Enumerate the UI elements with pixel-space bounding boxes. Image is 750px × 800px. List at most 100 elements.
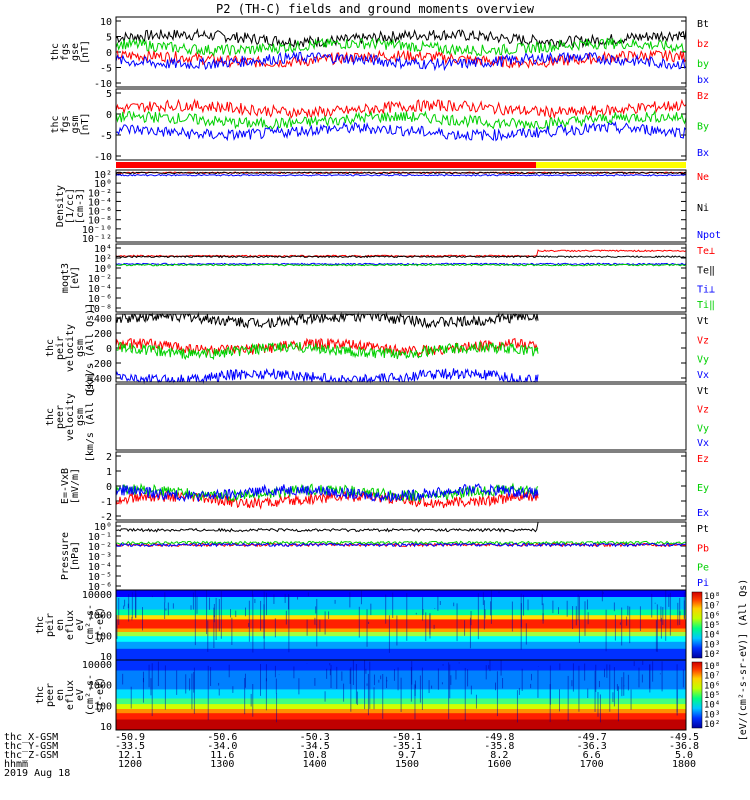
xaxis-value: -33.5 <box>115 741 145 752</box>
y-tick-label: 10² <box>94 254 112 265</box>
panel-ylabel: thc <box>35 686 46 704</box>
y-tick-label: 10⁻² <box>88 188 112 199</box>
panel-fgs: thc fgs gse [nT] 10 5 0 -5 -10 Bt bz by bx <box>50 16 709 90</box>
colorbar-strip <box>691 591 703 659</box>
spectrogram-band <box>116 713 686 720</box>
y-tick-label: 10⁻⁴ <box>88 197 112 208</box>
panel-ylabel: Pressure <box>60 532 71 580</box>
panel-ylabel: gsm <box>75 339 86 357</box>
xaxis-value: -49.8 <box>484 732 514 743</box>
series-line-By <box>115 109 687 131</box>
panel-ylabel: eflux <box>65 610 76 640</box>
spectrogram-band <box>116 609 686 616</box>
y-tick-label: -400 <box>88 374 112 385</box>
y-tick-label: 10⁰ <box>94 179 112 190</box>
panel-ylabel: velocity <box>65 324 76 372</box>
legend-entry: Te⊥ <box>697 246 715 257</box>
y-tick-label: 10⁻¹² <box>82 234 112 245</box>
colorbar-tick: 10⁴ <box>704 701 720 711</box>
legend-entry: Vt <box>697 316 709 327</box>
panel-ylabel: thc <box>45 408 56 426</box>
panel-ylabel: eflux <box>65 680 76 710</box>
colorbar-tick: 10⁴ <box>704 631 720 641</box>
y-tick-label: 0 <box>106 344 112 355</box>
panel-ylabel: velocity <box>65 393 76 441</box>
panel-ylabel: [km/s (All Qs)] <box>85 303 96 393</box>
series-line-Pi <box>115 542 687 548</box>
xaxis-value: 11.6 <box>210 750 234 761</box>
colorbar-tick: 10³ <box>704 710 720 720</box>
legend-entry: Vx <box>697 370 709 381</box>
legend-entry: Ni <box>697 203 709 214</box>
plot-title: P2 (TH-C) fields and ground moments over… <box>216 2 535 16</box>
legend-entry: Te‖ <box>697 265 715 276</box>
panel-ylabel: sr-eV) <box>95 607 106 643</box>
colorbar-tick: 10³ <box>704 640 720 650</box>
y-tick-label: 10⁴ <box>94 244 112 255</box>
colorbar-tick: 10⁵ <box>704 691 720 701</box>
y-tick-label: 1 <box>106 467 112 478</box>
y-tick-label: 10⁻⁸ <box>88 304 112 315</box>
y-tick-label: 10⁻² <box>88 542 112 553</box>
y-tick-label: 5 <box>106 33 112 44</box>
panel-frame <box>115 88 687 161</box>
xaxis-value: 1400 <box>303 759 327 770</box>
panel-ylabel: [km/s (All Qs)] <box>85 372 96 462</box>
spectrogram-band <box>116 648 686 661</box>
y-tick-label: 10⁻⁸ <box>88 216 112 227</box>
spectrogram-band <box>116 719 686 731</box>
panel-ylabel: [nT] <box>80 40 91 64</box>
colorbar-tick: 10⁶ <box>704 681 720 691</box>
series-line-Ti‖ <box>115 263 687 267</box>
y-tick-label: 400 <box>94 314 112 325</box>
panel-ylabel: eV <box>75 619 86 631</box>
legend-entry: Vz <box>697 335 709 346</box>
y-tick-label: -10 <box>94 152 112 163</box>
series-line-Vy <box>115 341 539 361</box>
series-line-Ey <box>115 482 539 503</box>
xaxis-value: -35.1 <box>392 741 422 752</box>
y-tick-label: 100 <box>94 701 112 712</box>
series-line-Te‖ <box>115 255 687 259</box>
legend-entry: By <box>697 122 709 133</box>
y-tick-label: -10 <box>94 79 112 90</box>
y-tick-label: 10 <box>100 652 112 663</box>
y-tick-label: 10⁻¹ <box>88 532 112 543</box>
panel-frame <box>115 383 687 451</box>
panel-ylabel: [eV] <box>70 266 81 290</box>
panel-ylabel: en <box>55 619 66 631</box>
panel-peir_vel: thc peir velocity gsm [km/s (All Qs)]400 200 0… <box>45 303 709 393</box>
y-tick-label: 0 <box>106 48 112 59</box>
spectrogram-band <box>116 615 686 620</box>
panel-ylabel: en <box>55 689 66 701</box>
legend-entry: Pi <box>697 578 709 589</box>
colorbar-tick: 10⁸ <box>704 662 720 672</box>
panel-ylabel: peer <box>45 683 56 707</box>
panel-ylabel: thc <box>50 115 61 133</box>
y-tick-label: 1000 <box>88 611 112 622</box>
legend-entry: Ne <box>697 172 709 183</box>
spectrogram-band <box>116 597 686 611</box>
panel-ylabel: moqt3 <box>60 263 71 293</box>
y-tick-label: 10⁻² <box>88 274 112 285</box>
colorbar: 10⁸10⁷10⁶10⁵10⁴10³10²10⁸10⁷10⁶10⁵10⁴10³1… <box>691 579 749 741</box>
panel-ylabel: thc <box>35 616 46 634</box>
colorbar-tick: 10⁸ <box>704 592 720 602</box>
panel-fgs_gsm: thc fgs gsm [nT] 5 0 -5 -10 Bz By Bx <box>50 88 709 163</box>
spectrogram-band <box>116 628 686 633</box>
xaxis-value: -50.6 <box>207 732 237 743</box>
y-tick-label: 2 <box>106 452 112 463</box>
legend-entry: Bt <box>697 19 709 30</box>
panel-peer_vel: thc peer velocity gsm [km/s (All Qs)] Vt Vz Vy V… <box>45 372 709 462</box>
xaxis-value: -36.8 <box>669 741 699 752</box>
panel-frame <box>115 313 687 383</box>
panel-frame <box>115 521 687 591</box>
series-line-Vx <box>115 368 539 384</box>
xaxis-value: 12.1 <box>118 750 142 761</box>
legend-entry: Pt <box>697 524 709 535</box>
spectrogram-band <box>116 590 686 598</box>
panel-ylabel: peir <box>55 336 66 360</box>
panel-ylabel: sr-eV) <box>95 677 106 713</box>
colorbar-tick: 10⁷ <box>704 602 720 612</box>
legend-entry: Bz <box>697 91 709 102</box>
